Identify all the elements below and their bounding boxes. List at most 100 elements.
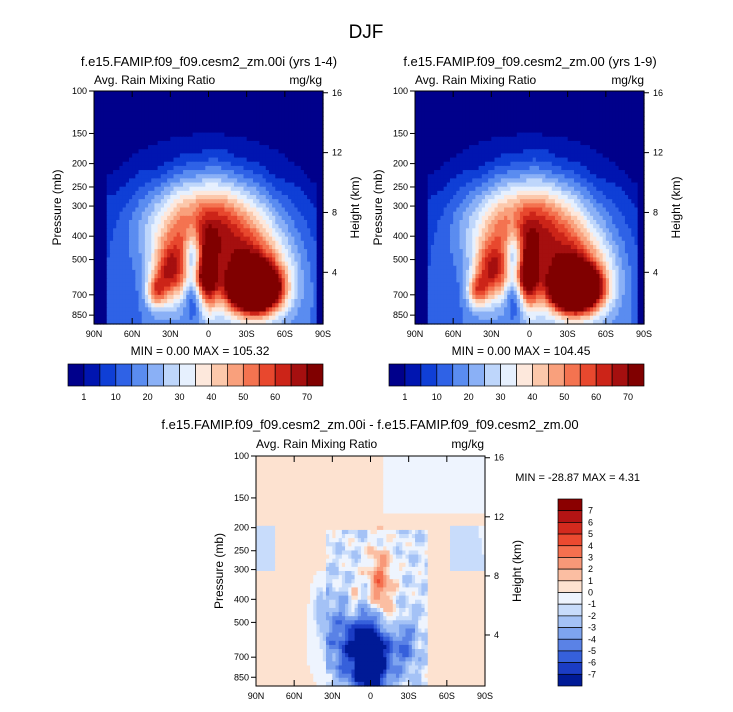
contour-cell	[288, 211, 292, 217]
contour-cell	[135, 199, 140, 204]
contour-cell	[272, 91, 276, 96]
contour-cell	[138, 95, 143, 100]
contour-cell	[113, 228, 117, 234]
contour-cell	[227, 228, 232, 234]
contour-cell	[313, 103, 318, 109]
contour-cell	[189, 190, 194, 196]
contour-cell	[100, 124, 105, 130]
contour-cell	[183, 207, 187, 213]
contour-cell	[122, 157, 127, 163]
contour-cell	[183, 195, 187, 200]
contour-cell	[205, 182, 210, 188]
contour-cell	[294, 224, 299, 229]
contour-cell	[313, 170, 318, 175]
contour-cell	[237, 157, 241, 163]
contour-cell	[218, 165, 222, 171]
contour-cell	[224, 99, 229, 105]
contour-cell	[202, 174, 206, 179]
contour-cell	[186, 91, 191, 96]
contour-cell	[300, 157, 305, 163]
contour-cell	[128, 211, 133, 217]
contour-cell	[170, 124, 175, 130]
contour-cell	[233, 207, 238, 213]
contour-cell	[256, 211, 260, 217]
contour-cell	[132, 140, 136, 146]
contour-cell	[173, 149, 178, 155]
contour-cell	[186, 228, 191, 234]
contour-cell	[227, 95, 232, 100]
contour-cell	[224, 161, 229, 167]
contour-cell	[192, 219, 197, 225]
contour-cell	[205, 211, 210, 217]
contour-cell	[275, 145, 280, 150]
contour-cell	[103, 95, 108, 100]
contour-cell	[113, 99, 117, 105]
contour-cell	[294, 140, 299, 146]
contour-cell	[144, 207, 149, 213]
height-tick-label: 8	[332, 207, 337, 217]
panel-1: f.e15.FAMIP.f09_f09.cesm2_zm.00i (yrs 1-…	[50, 54, 362, 402]
contour-cell	[97, 182, 101, 188]
contour-cell	[135, 140, 140, 146]
contour-cell	[294, 145, 299, 150]
contour-cell	[176, 149, 181, 155]
contour-cell	[179, 174, 184, 179]
contour-cell	[230, 157, 235, 163]
contour-cell	[300, 207, 305, 213]
contour-cell	[237, 107, 241, 113]
contour-cell	[170, 157, 175, 163]
panel-2-title: f.e15.FAMIP.f09_f09.cesm2_zm.00 (yrs 1-9…	[403, 54, 656, 69]
contour-cell	[167, 153, 171, 159]
contour-cell	[170, 170, 175, 175]
contour-cell	[211, 145, 216, 150]
contour-cell	[148, 161, 152, 167]
contour-cell	[284, 195, 289, 200]
contour-cell	[316, 157, 321, 163]
contour-cell	[218, 99, 222, 105]
contour-cell	[319, 215, 324, 221]
contour-cell	[233, 145, 238, 150]
contour-cell	[214, 215, 219, 221]
colorbar-swatch	[115, 363, 133, 387]
contour-cell	[141, 107, 146, 113]
contour-cell	[256, 228, 260, 234]
contour-cell	[154, 215, 159, 221]
contour-cell	[128, 165, 133, 171]
contour-cell	[128, 132, 133, 138]
contour-cell	[243, 103, 248, 109]
contour-cell	[307, 195, 311, 200]
contour-cell	[122, 91, 127, 96]
contour-cell	[113, 186, 117, 192]
contour-cell	[281, 170, 286, 175]
contour-cell	[300, 161, 305, 167]
contour-cell	[202, 91, 206, 96]
contour-cell	[316, 165, 321, 171]
contour-cell	[148, 186, 152, 192]
contour-cell	[160, 232, 165, 238]
contour-cell	[259, 215, 264, 221]
contour-cell	[189, 115, 194, 121]
contour-cell	[157, 186, 162, 192]
contour-cell	[303, 211, 308, 217]
contour-cell	[319, 149, 324, 155]
contour-cell	[167, 190, 171, 196]
contour-cell	[316, 124, 321, 130]
contour-cell	[240, 149, 245, 155]
contour-cell	[173, 115, 178, 121]
contour-cell	[113, 111, 117, 117]
contour-cell	[288, 186, 292, 192]
contour-cell	[218, 91, 222, 96]
contour-cell	[141, 207, 146, 213]
contour-cell	[249, 232, 254, 238]
contour-cell	[192, 145, 197, 150]
contour-cell	[141, 91, 146, 96]
contour-cell	[243, 224, 248, 229]
contour-cell	[278, 120, 283, 125]
contour-cell	[141, 145, 146, 150]
contour-cell	[221, 174, 225, 179]
contour-cell	[246, 91, 251, 96]
contour-cell	[303, 107, 308, 113]
contour-cell	[221, 103, 225, 109]
contour-cell	[94, 153, 98, 159]
contour-cell	[313, 215, 318, 221]
